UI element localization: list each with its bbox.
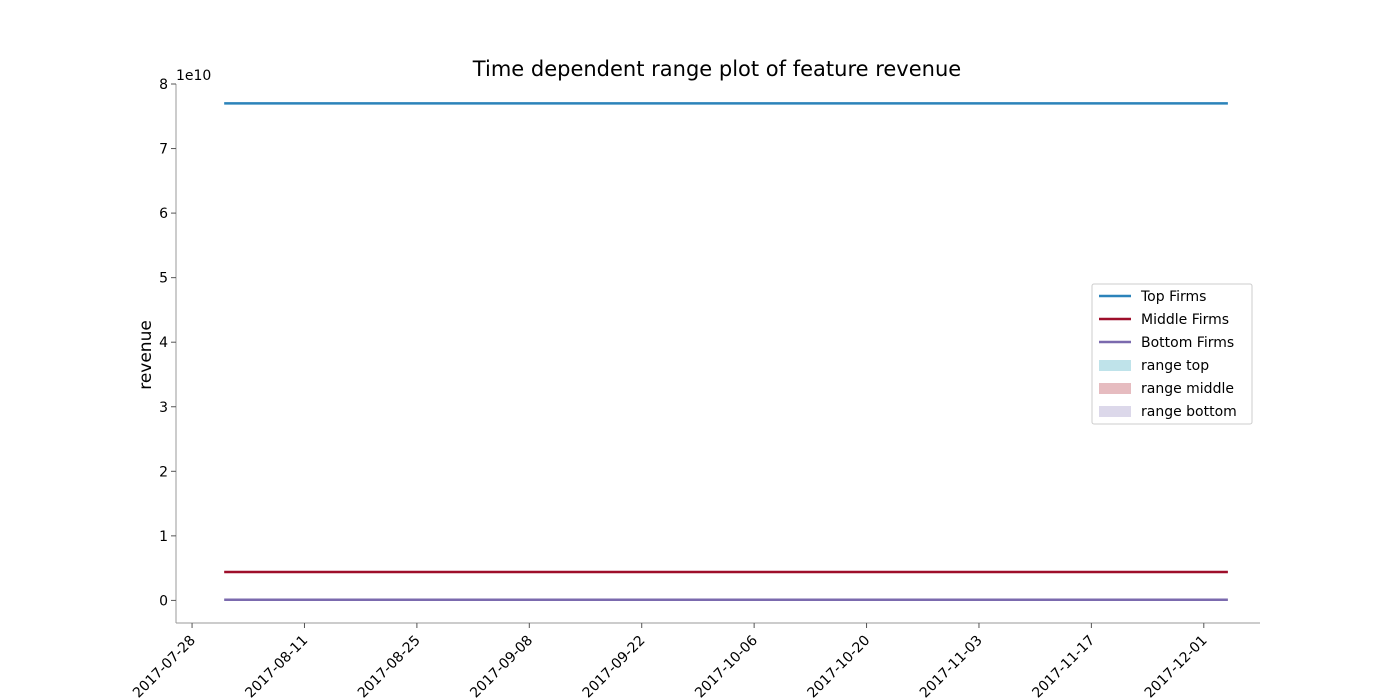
legend-items: Top Firms Middle Firms Bottom Firms range t…: [1099, 289, 1237, 420]
legend-label: range top: [1141, 358, 1209, 374]
series-lines: [224, 102, 1228, 602]
legend-label: range middle: [1141, 381, 1234, 397]
y-axis-label: revenue: [136, 320, 156, 390]
y-tick-label: 7: [159, 142, 168, 158]
x-tick-label: 2017-10-06: [692, 632, 761, 700]
y-tick-label: 0: [159, 593, 168, 609]
x-tick-label: 2017-09-22: [580, 633, 649, 700]
legend-label: Top Firms: [1140, 289, 1206, 305]
legend-label: range bottom: [1141, 404, 1237, 420]
x-ticks: 2017-07-28 2017-08-11 2017-08-25 2017-09-08…: [130, 623, 1211, 700]
x-tick-label: 2017-11-03: [917, 633, 986, 700]
legend-label: Middle Firms: [1141, 312, 1229, 328]
y-axis-offset-label: 1e10: [176, 68, 211, 84]
legend-box: [1091, 283, 1253, 425]
x-tick-label: 2017-11-17: [1029, 633, 1098, 700]
axes: [175, 84, 1260, 624]
x-tick-label: 2017-08-11: [242, 633, 311, 700]
legend-swatch: [1099, 406, 1131, 417]
y-tick-label: 1: [159, 529, 168, 545]
legend: Top Firms Middle Firms Bottom Firms range t…: [1091, 283, 1253, 425]
legend-swatch: [1099, 383, 1131, 394]
x-tick-label: 2017-10-20: [805, 633, 874, 700]
y-tick-label: 5: [159, 271, 168, 287]
y-tick-label: 2: [159, 464, 168, 480]
x-tick-label: 2017-07-28: [130, 633, 199, 700]
x-tick-label: 2017-12-01: [1142, 633, 1211, 700]
x-tick-label: 2017-08-25: [355, 633, 424, 700]
y-ticks: 0 1 2 3 4 5 6 7 8: [159, 77, 176, 609]
y-tick-label: 3: [159, 400, 168, 416]
y-tick-label: 4: [159, 335, 168, 351]
x-tick-label: 2017-09-08: [467, 633, 536, 700]
legend-swatch: [1099, 360, 1131, 371]
chart-title: Time dependent range plot of feature rev…: [472, 57, 961, 81]
y-tick-label: 8: [159, 77, 168, 93]
y-tick-label: 6: [159, 206, 168, 222]
legend-label: Bottom Firms: [1141, 335, 1234, 351]
